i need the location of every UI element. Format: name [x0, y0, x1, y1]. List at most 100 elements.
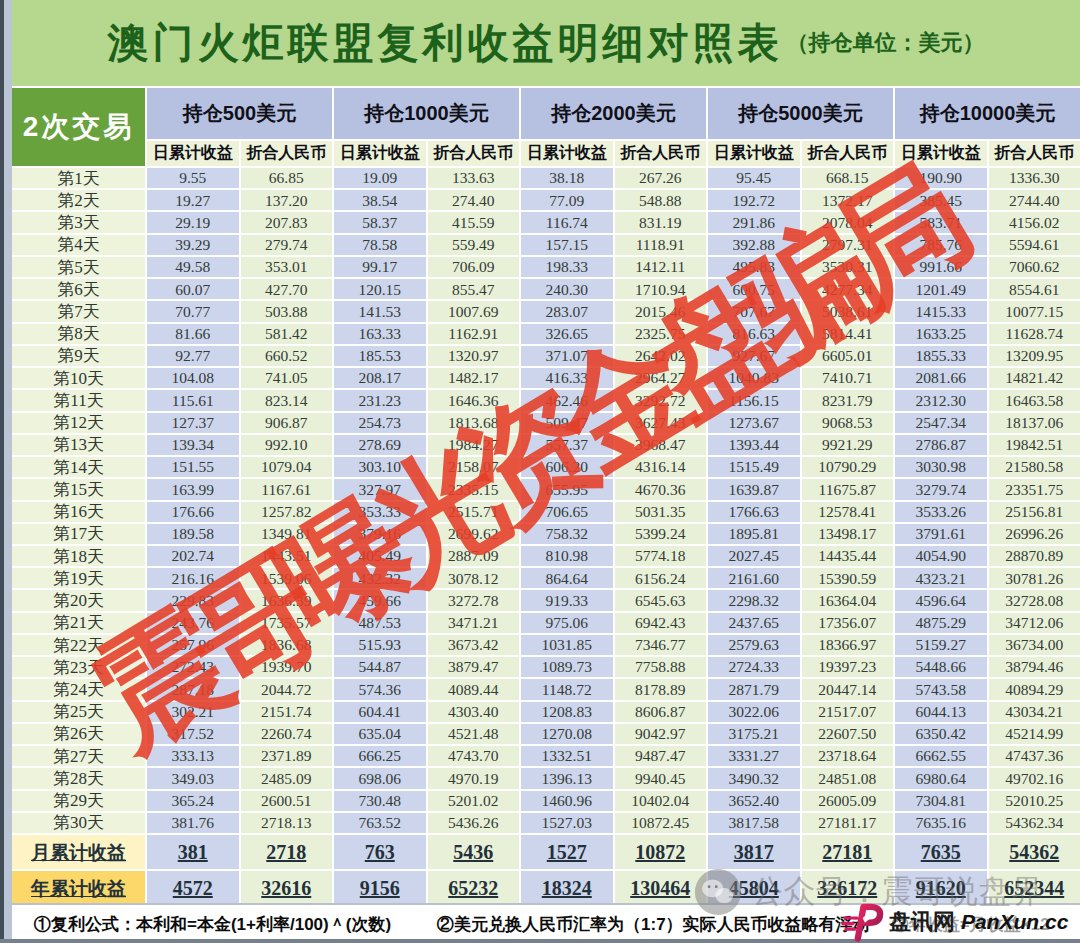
value-cell: 127.37 [147, 413, 239, 433]
summary-value-cell: 7635 [895, 835, 987, 869]
value-cell: 5399.24 [615, 524, 707, 544]
day-label: 第14天 [12, 457, 145, 477]
sub-header-rmb: 折合人民币 [989, 141, 1080, 166]
value-cell: 698.06 [334, 768, 426, 788]
value-cell: 120.15 [334, 279, 426, 299]
value-cell: 4743.70 [428, 746, 520, 766]
value-cell: 2871.79 [708, 679, 800, 699]
value-cell: 544.87 [334, 657, 426, 677]
value-cell: 3533.26 [895, 502, 987, 522]
value-cell: 157.15 [521, 235, 613, 255]
value-cell: 66.85 [241, 168, 333, 188]
value-cell: 2547.34 [895, 413, 987, 433]
day-label: 第3天 [12, 212, 145, 232]
value-cell: 1396.13 [521, 768, 613, 788]
value-cell: 16463.58 [989, 390, 1080, 410]
value-cell: 11628.74 [989, 324, 1080, 344]
value-cell: 3279.74 [895, 479, 987, 499]
value-cell: 2724.33 [708, 657, 800, 677]
value-cell: 5774.18 [615, 546, 707, 566]
value-cell: 9.55 [147, 168, 239, 188]
value-cell: 427.70 [241, 279, 333, 299]
day-label: 第17天 [12, 524, 145, 544]
value-cell: 1633.25 [895, 324, 987, 344]
value-cell: 11675.87 [802, 479, 894, 499]
value-cell: 19.09 [334, 168, 426, 188]
value-cell: 4089.44 [428, 679, 520, 699]
value-cell: 15390.59 [802, 568, 894, 588]
value-cell: 20447.14 [802, 679, 894, 699]
day-label: 第5天 [12, 257, 145, 277]
value-cell: 207.83 [241, 212, 333, 232]
value-cell: 49.58 [147, 257, 239, 277]
value-cell: 9940.45 [615, 768, 707, 788]
sub-header-row: 日累计收益折合人民币日累计收益折合人民币日累计收益折合人民币日累计收益折合人民币… [147, 141, 1080, 166]
day-label: 第8天 [12, 324, 145, 344]
title-unit-note: （持仓单位：美元） [787, 28, 985, 58]
value-cell: 13209.95 [989, 346, 1080, 366]
value-cell: 7758.88 [615, 657, 707, 677]
value-cell: 3471.21 [428, 613, 520, 633]
value-cell: 22607.50 [802, 724, 894, 744]
value-cell: 3490.32 [708, 768, 800, 788]
value-cell: 4596.64 [895, 590, 987, 610]
value-cell: 9487.47 [615, 746, 707, 766]
value-cell: 660.52 [241, 346, 333, 366]
value-cell: 7410.71 [802, 368, 894, 388]
value-cell: 26005.09 [802, 791, 894, 811]
value-cell: 4054.90 [895, 546, 987, 566]
value-cell: 1118.91 [615, 235, 707, 255]
value-cell: 34712.06 [989, 613, 1080, 633]
group-header-cell: 持仓5000美元 [708, 88, 893, 139]
day-label: 第13天 [12, 435, 145, 455]
group-header-cell: 持仓10000美元 [895, 88, 1080, 139]
value-cell: 741.05 [241, 368, 333, 388]
value-cell: 3030.98 [895, 457, 987, 477]
value-cell: 706.09 [428, 257, 520, 277]
value-cell: 503.88 [241, 301, 333, 321]
value-cell: 38.54 [334, 190, 426, 210]
value-cell: 115.61 [147, 390, 239, 410]
value-cell: 54362.34 [989, 813, 1080, 833]
value-cell: 763.52 [334, 813, 426, 833]
value-cell: 10790.29 [802, 457, 894, 477]
value-cell: 2600.51 [241, 791, 333, 811]
value-cell: 1482.17 [428, 368, 520, 388]
summary-value-cell: 10872 [615, 835, 707, 869]
value-cell: 4670.36 [615, 479, 707, 499]
value-cell: 38794.46 [989, 657, 1080, 677]
value-cell: 36734.00 [989, 635, 1080, 655]
value-cell: 9042.97 [615, 724, 707, 744]
value-cell: 1515.49 [708, 457, 800, 477]
left-border-light [4, 0, 12, 943]
sub-header-rmb: 折合人民币 [615, 141, 707, 166]
summary-value-cell: 65232 [428, 871, 520, 905]
value-cell: 60.07 [147, 279, 239, 299]
value-cell: 1639.87 [708, 479, 800, 499]
value-cell: 3673.42 [428, 635, 520, 655]
value-cell: 29.19 [147, 212, 239, 232]
sub-header-daily: 日累计收益 [708, 141, 800, 166]
value-cell: 23351.75 [989, 479, 1080, 499]
summary-value-cell: 54362 [989, 835, 1080, 869]
value-cell: 1895.81 [708, 524, 800, 544]
value-cell: 2786.87 [895, 435, 987, 455]
value-cell: 2161.60 [708, 568, 800, 588]
value-cell: 198.33 [521, 257, 613, 277]
value-cell: 18137.06 [989, 413, 1080, 433]
day-label: 第28天 [12, 768, 145, 788]
day-label: 第6天 [12, 279, 145, 299]
value-cell: 810.98 [521, 546, 613, 566]
value-cell: 58.37 [334, 212, 426, 232]
value-cell: 231.23 [334, 390, 426, 410]
value-cell: 975.06 [521, 613, 613, 633]
value-cell: 7635.16 [895, 813, 987, 833]
sub-header-daily: 日累计收益 [147, 141, 239, 166]
day-label: 第12天 [12, 413, 145, 433]
value-cell: 141.53 [334, 301, 426, 321]
value-cell: 4875.29 [895, 613, 987, 633]
value-cell: 133.63 [428, 168, 520, 188]
value-cell: 279.74 [241, 235, 333, 255]
value-cell: 27181.17 [802, 813, 894, 833]
value-cell: 1031.85 [521, 635, 613, 655]
